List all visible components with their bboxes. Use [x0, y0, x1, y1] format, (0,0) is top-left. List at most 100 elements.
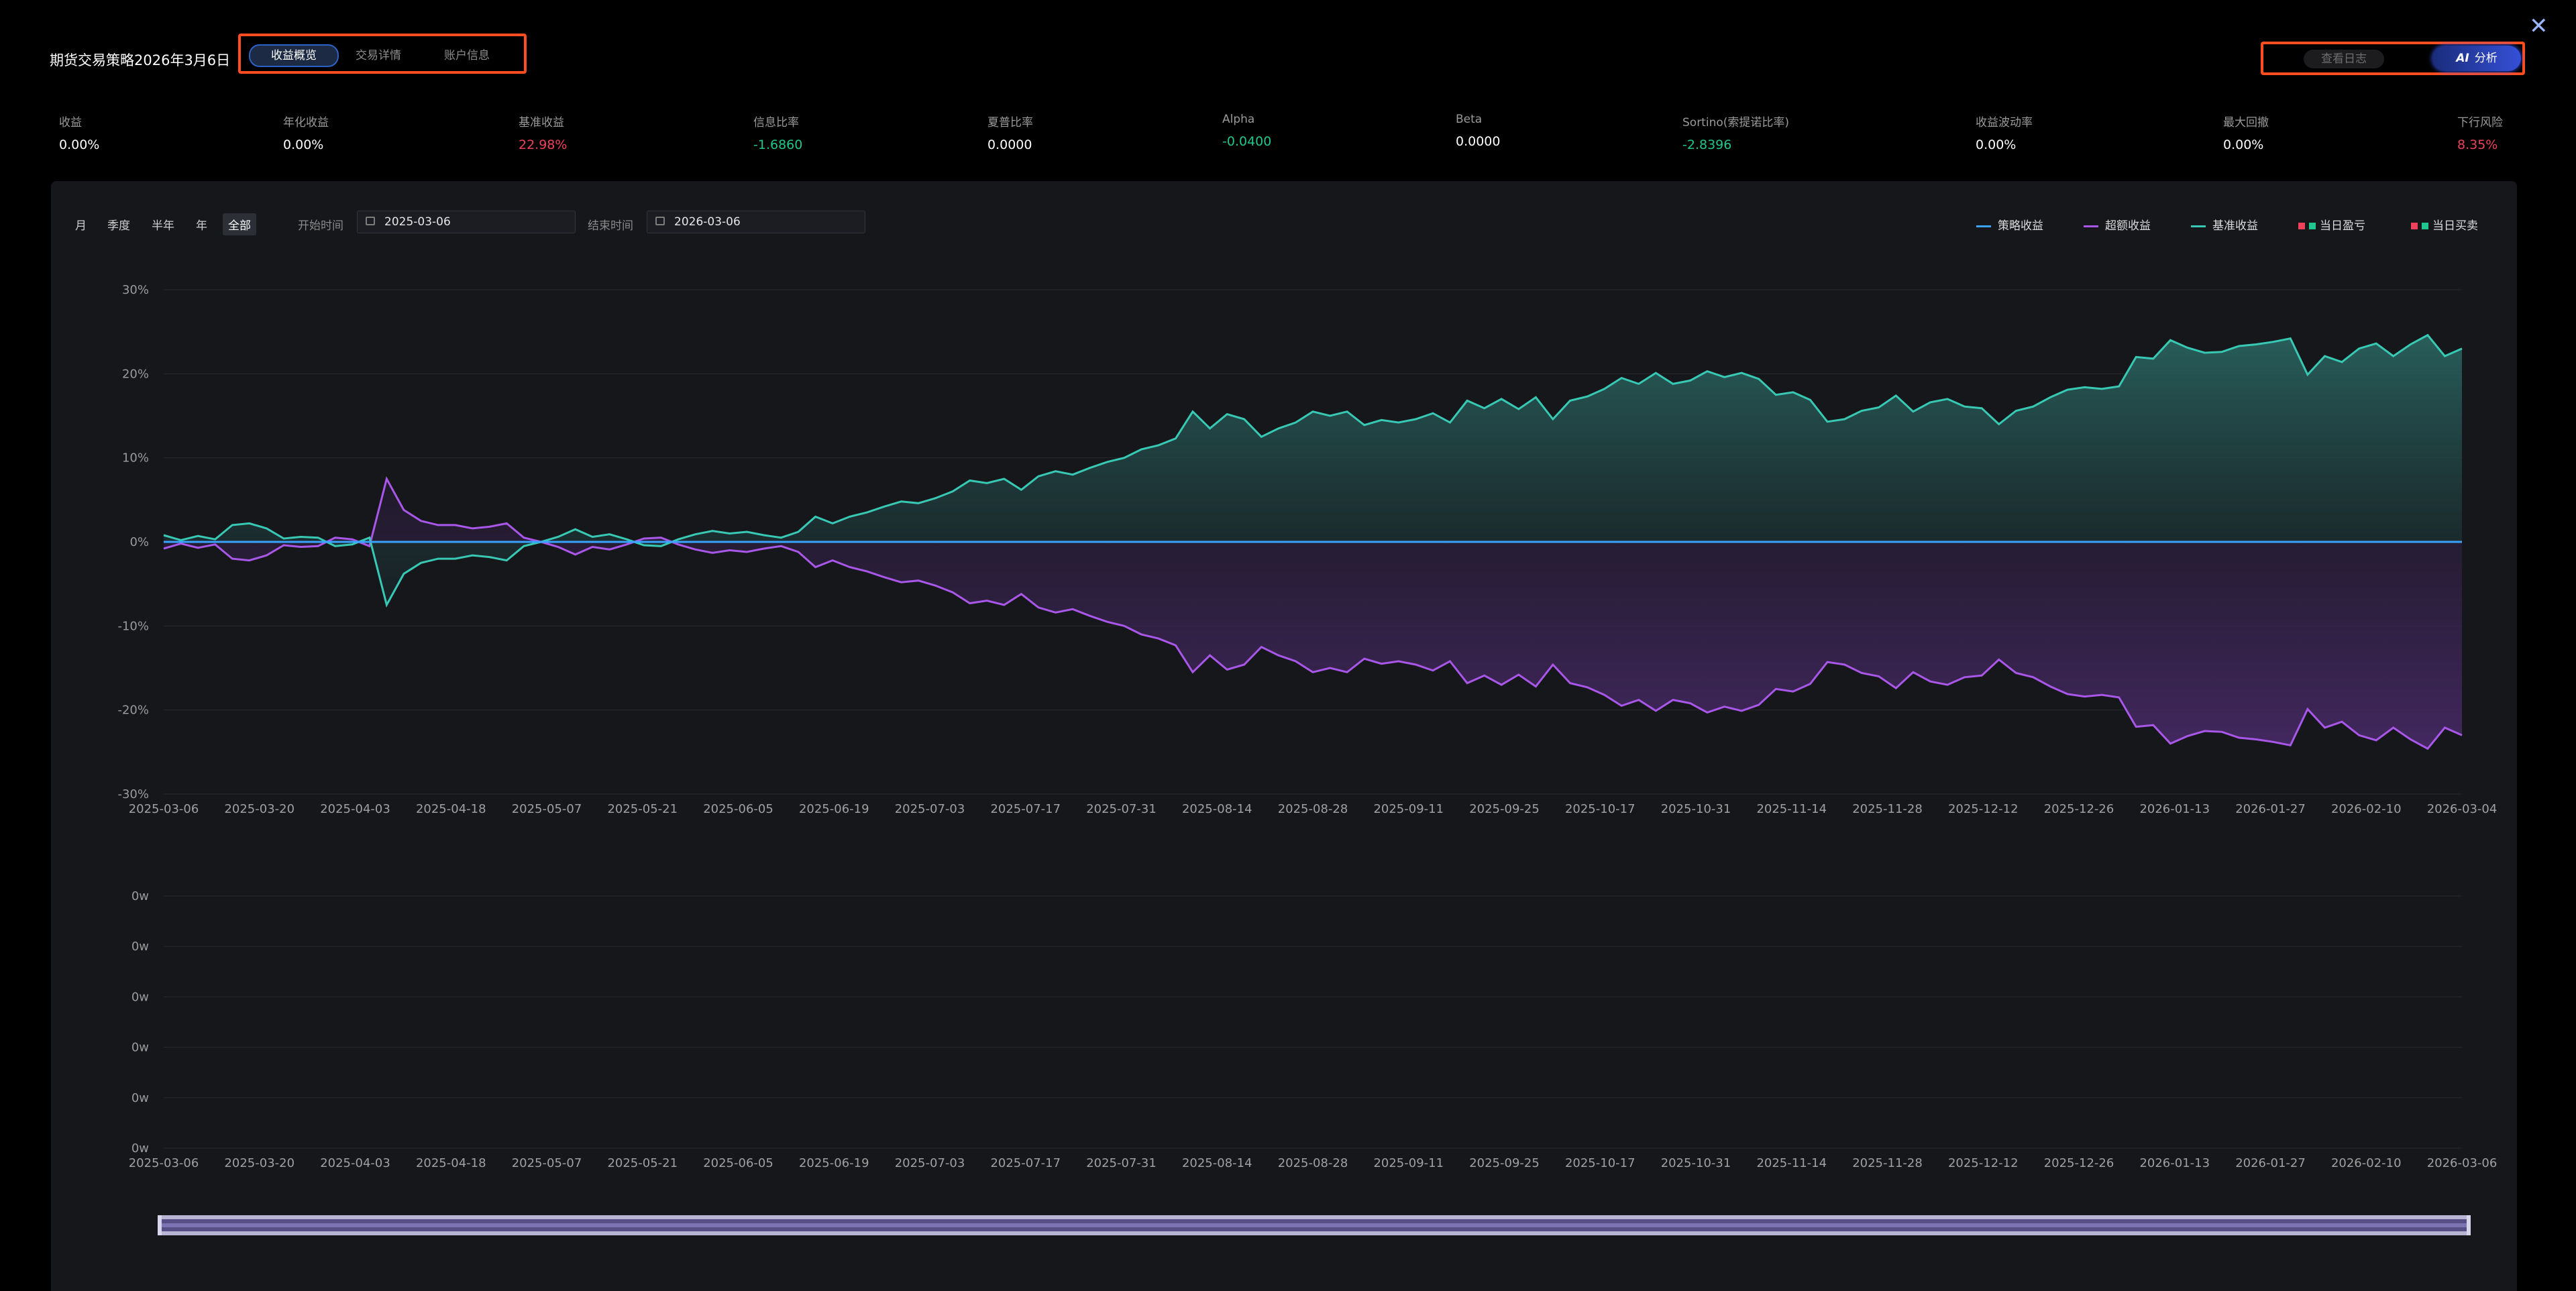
legend-excess-return[interactable]: 超额收益: [2084, 216, 2151, 233]
x-tick-label: 2025-09-11: [1373, 1156, 1444, 1170]
x-tick-label: 2025-10-31: [1661, 802, 1731, 816]
x-tick-label: 2025-08-14: [1182, 802, 1252, 816]
metric-label: Beta: [1456, 113, 1483, 126]
legend-label: 当日盈亏: [2320, 219, 2365, 233]
metric-label: Sortino(索提诺比率): [1682, 116, 1790, 129]
metric-label: 收益: [59, 116, 82, 129]
zoom-handle-right[interactable]: [2467, 1215, 2471, 1235]
x-tick-label: 2026-03-06: [2427, 1156, 2498, 1170]
y-tick-label: 30%: [122, 283, 149, 297]
ai-icon: AI: [2456, 52, 2469, 65]
x-tick-label: 2025-05-07: [512, 1156, 582, 1170]
view-log-button[interactable]: 查看日志: [2304, 50, 2384, 68]
legend-line-icon: [2191, 225, 2206, 227]
period-month[interactable]: 月: [75, 219, 87, 233]
x-tick-label: 2026-01-27: [2235, 1156, 2306, 1170]
x-tick-label: 2025-09-25: [1469, 802, 1540, 816]
metric-alpha: Alpha -0.0400: [1222, 113, 1271, 149]
x-tick-label: 2025-10-17: [1565, 802, 1635, 816]
x-tick-label: 2025-07-03: [895, 1156, 965, 1170]
ai-analysis-label: 分析: [2474, 52, 2498, 65]
y-tick-label: 0w: [131, 940, 149, 954]
legend-label: 策略收益: [1998, 219, 2043, 233]
legend-daily-pnl[interactable]: 当日盈亏: [2298, 216, 2365, 233]
metric-label: 信息比率: [753, 116, 799, 129]
metric-sharpe-ratio: 夏普比率 0.0000: [987, 113, 1033, 152]
period-half-year[interactable]: 半年: [152, 219, 174, 233]
y-tick-label: 0w: [131, 1041, 149, 1055]
calendar-icon: [655, 217, 665, 225]
x-tick-label: 2025-11-28: [1852, 802, 1923, 816]
end-date-label: 结束时间: [588, 219, 633, 233]
metric-sortino: Sortino(索提诺比率) -2.8396: [1682, 113, 1789, 152]
start-date-input[interactable]: 2025-03-06: [357, 211, 576, 233]
page-title: 期货交易策略2026年3月6日: [50, 52, 231, 68]
tab-overview[interactable]: 收益概览: [249, 44, 339, 67]
tab-account-info[interactable]: 账户信息: [444, 49, 490, 62]
period-year[interactable]: 年: [196, 219, 207, 233]
x-tick-label: 2025-12-12: [1948, 1156, 2019, 1170]
metric-value: 0.00%: [283, 137, 324, 152]
ai-analysis-button[interactable]: AI 分析: [2432, 46, 2521, 71]
x-tick-label: 2025-05-07: [512, 802, 582, 816]
legend-strategy-return[interactable]: 策略收益: [1976, 216, 2043, 233]
x-tick-label: 2025-08-28: [1278, 802, 1348, 816]
x-tick-label: 2025-04-03: [320, 802, 390, 816]
legend-square-icon: [2309, 223, 2316, 229]
metric-information-ratio: 信息比率 -1.6860: [753, 113, 802, 152]
x-tick-label: 2025-09-25: [1469, 1156, 1540, 1170]
start-date-label: 开始时间: [298, 219, 343, 233]
metric-label: 年化收益: [283, 116, 329, 129]
metric-value: -0.0400: [1222, 134, 1272, 149]
x-tick-label: 2025-12-12: [1948, 802, 2019, 816]
chart-panel: [51, 181, 2517, 1291]
period-quarter[interactable]: 季度: [107, 219, 130, 233]
end-date-input[interactable]: 2026-03-06: [647, 211, 865, 233]
action-group: 查看日志 AI 分析: [2261, 42, 2525, 75]
metric-downside-risk: 下行风险 8.35%: [2457, 113, 2503, 152]
y-tick-label: -20%: [117, 704, 149, 718]
x-tick-label: 2025-12-26: [2044, 802, 2114, 816]
legend-line-icon: [2084, 225, 2098, 227]
metric-label: Alpha: [1222, 113, 1255, 126]
legend-label: 超额收益: [2105, 219, 2151, 233]
x-tick-label: 2025-03-06: [129, 802, 199, 816]
metric-value: 0.00%: [1976, 137, 2017, 152]
x-tick-label: 2026-01-13: [2139, 1156, 2210, 1170]
close-icon[interactable]: ✕: [2529, 13, 2548, 40]
metric-label: 基准收益: [519, 116, 564, 129]
x-tick-label: 2025-05-21: [607, 802, 678, 816]
x-tick-label: 2025-08-28: [1278, 1156, 1348, 1170]
zoom-handle-left[interactable]: [158, 1215, 162, 1235]
legend-daily-trades[interactable]: 当日买卖: [2411, 216, 2478, 233]
metric-value: 0.00%: [2223, 137, 2264, 152]
metric-value: 0.0000: [1456, 134, 1501, 149]
metric-label: 收益波动率: [1976, 116, 2033, 129]
legend-square-icon: [2422, 223, 2428, 229]
y-tick-label: 10%: [122, 451, 149, 465]
metric-volatility: 收益波动率 0.00%: [1976, 113, 2033, 152]
tab-group: 收益概览 交易详情 账户信息: [238, 34, 527, 74]
x-tick-label: 2025-04-03: [320, 1156, 390, 1170]
x-tick-label: 2025-11-14: [1756, 1156, 1827, 1170]
header: 期货交易策略2026年3月6日 收益概览 交易详情 账户信息 查看日志 AI 分析…: [0, 0, 2576, 107]
zoom-slider[interactable]: [158, 1215, 2471, 1235]
y-tick-label: 0w: [131, 990, 149, 1004]
zoom-slider-track: [160, 1223, 2469, 1227]
period-all[interactable]: 全部: [223, 213, 256, 235]
metric-return: 收益 0.00%: [59, 113, 99, 152]
legend-benchmark-return[interactable]: 基准收益: [2191, 216, 2258, 233]
x-tick-label: 2025-06-19: [799, 1156, 869, 1170]
x-tick-label: 2025-03-06: [129, 1156, 199, 1170]
end-date-value: 2026-03-06: [674, 215, 741, 229]
metric-value: -2.8396: [1682, 137, 1732, 152]
x-tick-label: 2025-09-11: [1373, 802, 1444, 816]
tab-trade-details[interactable]: 交易详情: [356, 49, 401, 62]
legend-label: 基准收益: [2212, 219, 2258, 233]
y-tick-label: 0w: [131, 1091, 149, 1105]
x-tick-label: 2025-07-03: [895, 802, 965, 816]
y-tick-label: 0w: [131, 889, 149, 903]
excess-return-line: [163, 475, 2463, 750]
legend-square-icon: [2298, 223, 2305, 229]
